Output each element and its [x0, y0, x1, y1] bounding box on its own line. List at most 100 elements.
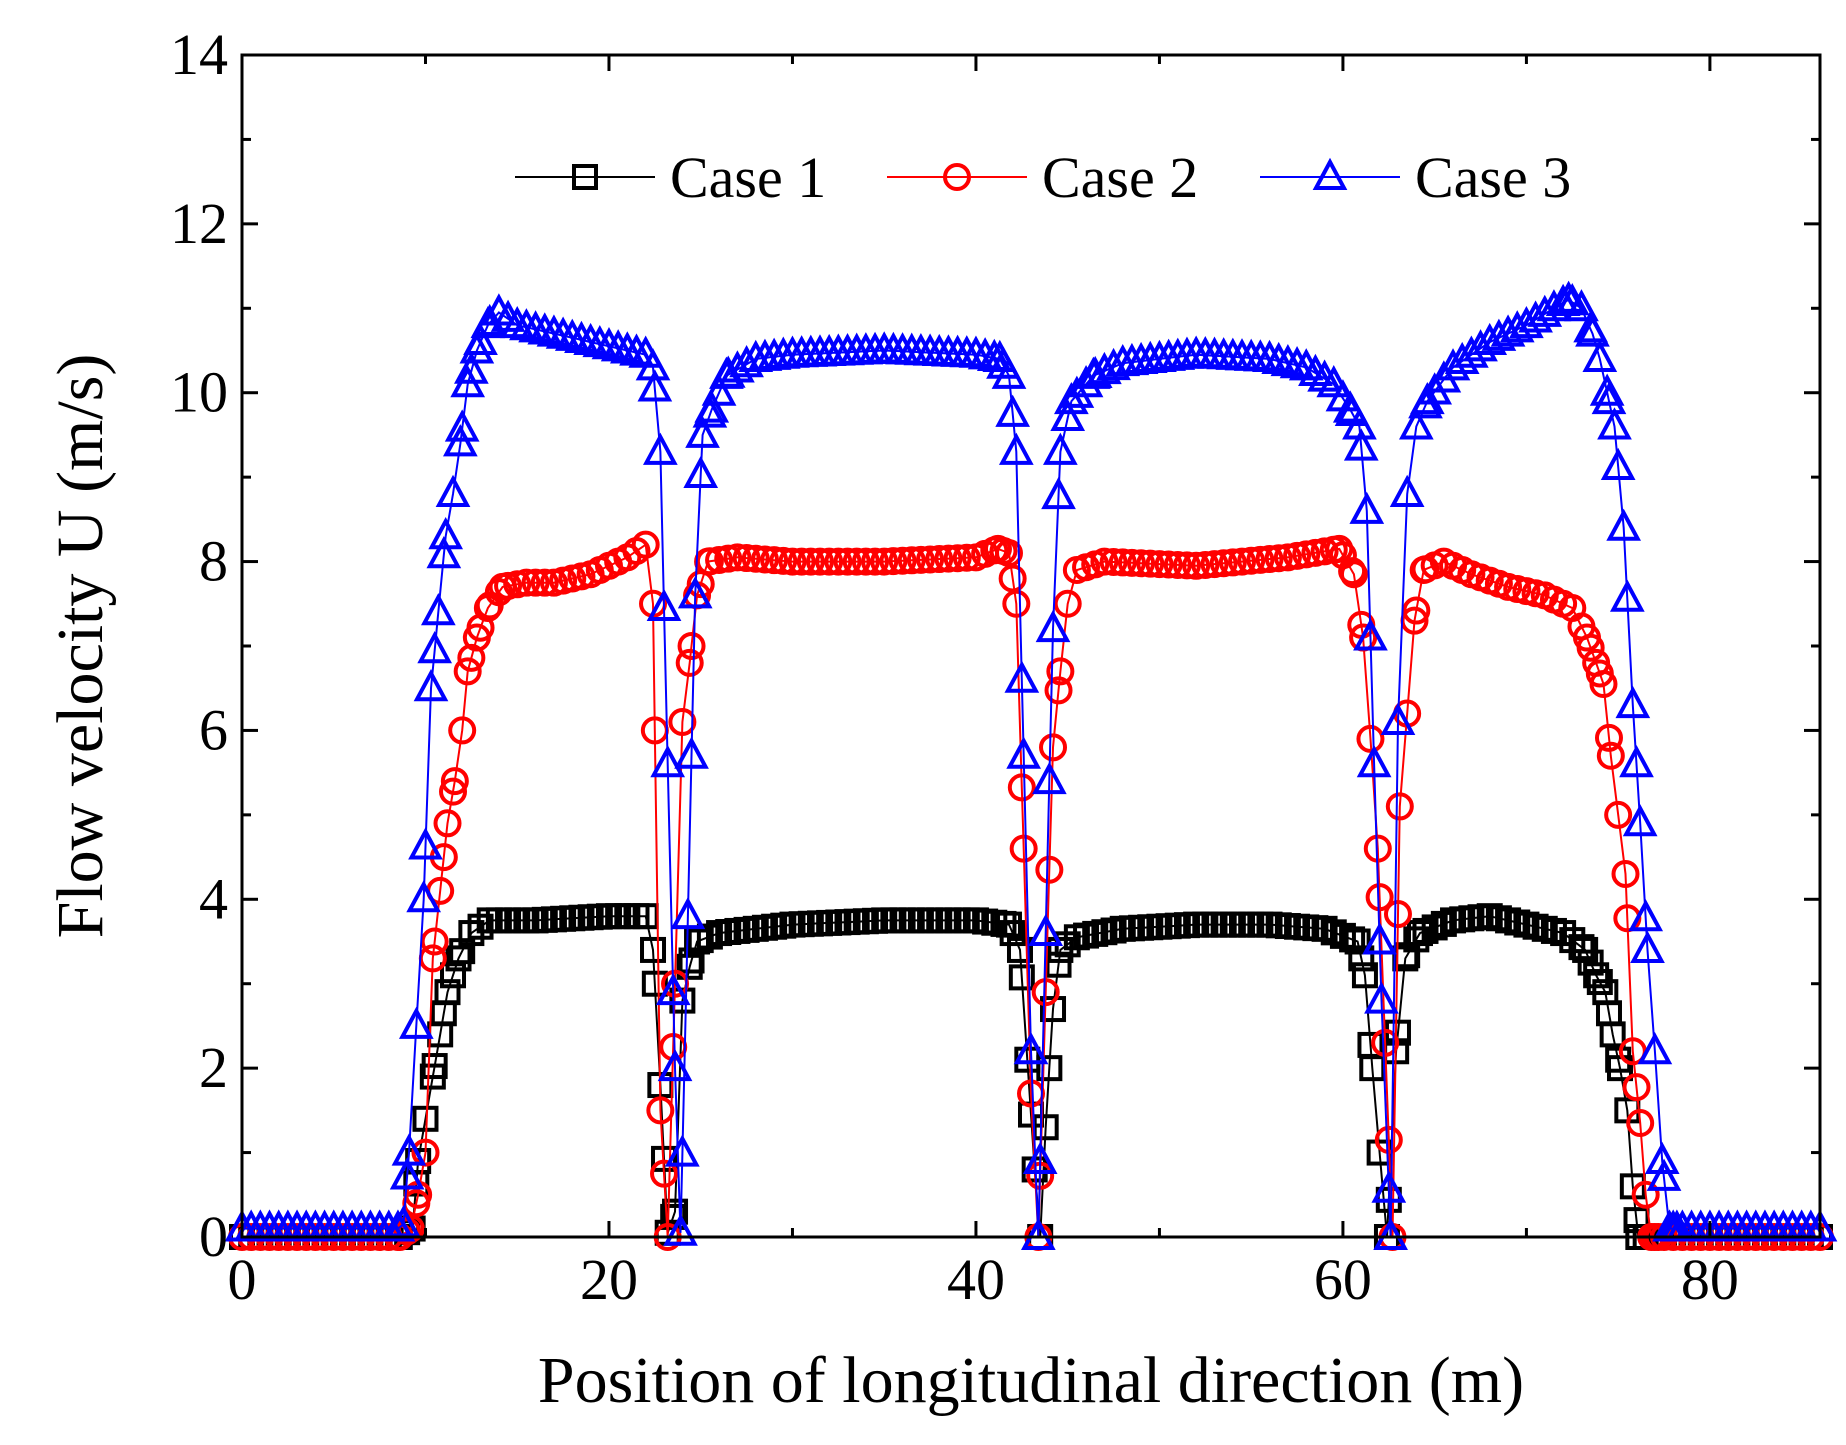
y-tick-label: 0 — [199, 1204, 228, 1269]
series-3-point — [1032, 761, 1067, 795]
series-3-point — [1609, 579, 1645, 612]
y-tick-label: 4 — [199, 866, 228, 931]
series-2-point — [1007, 773, 1036, 802]
series-3-point — [998, 432, 1034, 465]
series-1-point — [995, 911, 1022, 938]
legend-label-1: Case 1 — [670, 145, 826, 210]
series-3-point — [380, 1209, 416, 1242]
series-2-point — [805, 547, 834, 576]
series-2-point — [1589, 669, 1618, 698]
series-3-point — [389, 1157, 425, 1190]
series-3-point — [398, 1006, 434, 1039]
x-tick-label: 60 — [1314, 1247, 1372, 1312]
series-2-point — [1017, 1079, 1045, 1108]
series-2-point — [1182, 551, 1211, 580]
series-3-point — [657, 1048, 693, 1082]
series-2-point — [1246, 545, 1275, 574]
series-3-point — [1619, 744, 1654, 778]
series-3-point — [1364, 981, 1399, 1014]
series-2-point — [1035, 855, 1064, 884]
series-3-point — [637, 369, 673, 402]
series-3-point — [1637, 1032, 1673, 1065]
x-tick-label: 40 — [947, 1247, 1005, 1312]
x-tick-label: 80 — [1681, 1247, 1739, 1312]
series-3-point — [1035, 609, 1071, 643]
series-3-point — [545, 316, 581, 349]
series-2-point — [741, 544, 770, 573]
series-2-point — [787, 547, 816, 576]
series-3-point — [1551, 280, 1586, 313]
series-2-point — [1044, 676, 1073, 705]
series-3-point — [417, 631, 453, 664]
series-2-point — [1031, 978, 1060, 1007]
series-3-point — [1043, 432, 1078, 465]
series-2-point — [815, 547, 844, 576]
series-3-point — [1353, 618, 1388, 651]
series-2-point — [1191, 550, 1220, 579]
series-2-point — [420, 927, 449, 956]
series-2-point — [1009, 834, 1038, 863]
series-3-point — [663, 1213, 698, 1246]
series-2-point — [1596, 741, 1625, 770]
series-3-point — [1356, 744, 1392, 778]
series-2-point — [695, 547, 724, 576]
series-3-point — [1628, 899, 1664, 932]
series-2-point — [796, 547, 825, 576]
series-2-point — [1339, 560, 1368, 589]
series-2-point — [888, 546, 917, 575]
series-2-point — [1365, 883, 1394, 912]
y-tick-label: 8 — [199, 529, 228, 594]
series-3-point — [600, 329, 636, 362]
series-3-point — [408, 827, 443, 860]
series-3-point — [1028, 913, 1064, 947]
series-2-point — [705, 545, 734, 574]
series-2-point — [925, 545, 954, 574]
series-3-point — [428, 517, 464, 550]
series-3-point — [1802, 1209, 1838, 1242]
series-3-point — [1371, 1170, 1407, 1203]
series-3-point — [1600, 447, 1636, 481]
series-3-point — [420, 593, 456, 626]
series-2-point — [1090, 547, 1119, 576]
series-2-point — [631, 530, 660, 559]
series-2-point — [1154, 550, 1183, 579]
series-2-point — [750, 545, 779, 574]
series-3-point — [564, 320, 599, 353]
series-3-point — [1020, 1217, 1056, 1250]
series-3-point — [1059, 375, 1095, 408]
series-2-point — [732, 544, 761, 573]
series-3-point — [619, 333, 654, 366]
series-2-point — [934, 544, 963, 573]
series-2-point — [842, 547, 871, 576]
series-3-point — [643, 432, 678, 465]
series-3-point — [391, 1133, 427, 1166]
series-2-point — [1385, 792, 1414, 821]
legend-marker-3 — [1312, 157, 1348, 190]
series-3-point — [646, 588, 682, 622]
legend-label-2: Case 2 — [1042, 145, 1198, 210]
series-1-point — [1606, 1055, 1633, 1082]
series-3-point — [655, 972, 691, 1006]
series-1-point — [445, 945, 472, 972]
series-3-point — [609, 331, 645, 364]
series-3-point — [509, 308, 544, 341]
series-3-point — [1279, 346, 1315, 379]
y-axis-title: Flow velocity U (m/s) — [44, 354, 117, 939]
series-2-point — [1371, 1028, 1400, 1057]
legend: Case 1 Case 2 Case 3 — [515, 145, 1571, 210]
series-3-point — [1591, 381, 1627, 415]
series-2-point — [521, 568, 550, 597]
series-2-point — [677, 632, 706, 660]
x-tick-label: 20 — [580, 1247, 638, 1312]
series-2-point — [952, 543, 981, 572]
series-2-point — [440, 767, 469, 796]
series-3-point — [685, 415, 720, 448]
series-1-point — [999, 920, 1026, 947]
series-2-point — [1604, 800, 1633, 829]
series-2-point — [1237, 546, 1266, 575]
series-3-point — [426, 536, 462, 569]
series-3-point — [499, 305, 535, 339]
series-3-point — [1597, 407, 1632, 440]
series-1-point — [662, 1198, 689, 1225]
